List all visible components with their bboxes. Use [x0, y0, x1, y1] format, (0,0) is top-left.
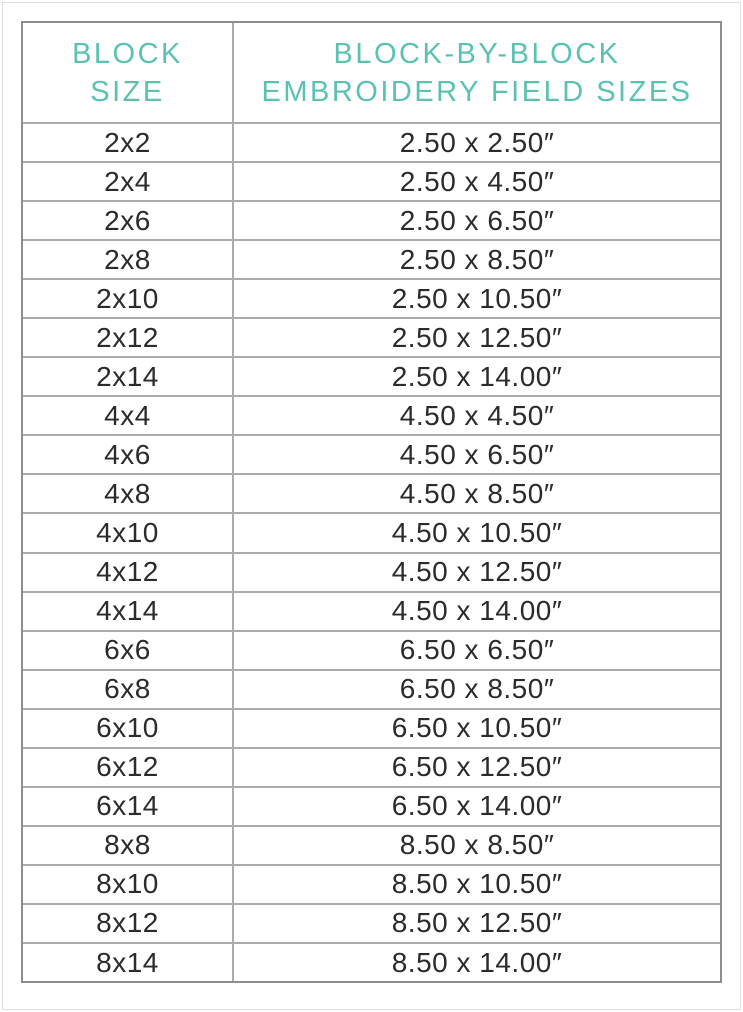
- block-size-cell: 8x10: [23, 865, 234, 903]
- table-row: 4x4 4.50 x 4.50″: [23, 395, 720, 435]
- header-field-sizes-line1: BLOCK-BY-BLOCK: [333, 37, 621, 70]
- field-size-cell: 4.50 x 4.50″: [399, 399, 555, 431]
- table-row: 2x12 2.50 x 12.50″: [23, 317, 720, 357]
- field-size-cell: 2.50 x 10.50″: [391, 282, 563, 314]
- column-header-block-size: BLOCK SIZE: [23, 23, 234, 122]
- table-row: 8x8 8.50 x 8.50″: [23, 824, 720, 864]
- block-size-cell: 2x2: [23, 124, 234, 162]
- block-size-cell: 4x4: [23, 397, 234, 435]
- table-row: 2x6 2.50 x 6.50″: [23, 200, 720, 240]
- field-size-cell: 4.50 x 14.00″: [391, 595, 563, 627]
- table-row: 6x14 6.50 x 14.00″: [23, 785, 720, 825]
- field-size-cell: 4.50 x 6.50″: [399, 438, 555, 470]
- header-block-size-line2: SIZE: [90, 75, 165, 108]
- field-size-cell: 8.50 x 12.50″: [391, 907, 563, 939]
- block-size-cell: 2x4: [23, 163, 234, 201]
- table-row: 2x4 2.50 x 4.50″: [23, 161, 720, 201]
- block-size-cell: 6x14: [23, 787, 234, 825]
- table-row: 8x14 8.50 x 14.00″: [23, 941, 720, 982]
- field-size-cell: 4.50 x 12.50″: [391, 556, 563, 588]
- field-size-cell: 2.50 x 2.50″: [399, 126, 555, 158]
- table-row: 2x2 2.50 x 2.50″: [23, 122, 720, 162]
- block-size-cell: 6x6: [23, 631, 234, 669]
- block-size-cell: 2x14: [23, 358, 234, 396]
- table-row: 4x10 4.50 x 10.50″: [23, 512, 720, 552]
- block-size-cell: 6x8: [23, 670, 234, 708]
- block-size-cell: 2x10: [23, 280, 234, 318]
- table-row: 6x10 6.50 x 10.50″: [23, 707, 720, 747]
- field-size-cell: 8.50 x 14.00″: [391, 946, 563, 978]
- field-size-cell: 6.50 x 8.50″: [399, 673, 555, 705]
- block-size-cell: 4x6: [23, 436, 234, 474]
- field-size-cell: 2.50 x 12.50″: [391, 321, 563, 353]
- table-header-row: BLOCK SIZE BLOCK-BY-BLOCK EMBROIDERY FIE…: [23, 23, 720, 122]
- field-size-cell: 6.50 x 14.00″: [391, 790, 563, 822]
- field-size-cell: 4.50 x 10.50″: [391, 516, 563, 548]
- field-size-cell: 2.50 x 4.50″: [399, 165, 555, 197]
- block-size-cell: 2x8: [23, 241, 234, 279]
- table-row: 6x12 6.50 x 12.50″: [23, 746, 720, 786]
- header-block-size-line1: BLOCK: [72, 37, 183, 70]
- field-size-cell: 8.50 x 10.50″: [391, 868, 563, 900]
- block-size-cell: 6x10: [23, 709, 234, 747]
- block-size-cell: 4x8: [23, 475, 234, 513]
- block-size-cell: 8x8: [23, 826, 234, 864]
- table-row: 6x8 6.50 x 8.50″: [23, 668, 720, 708]
- field-size-cell: 2.50 x 6.50″: [399, 204, 555, 236]
- block-size-cell: 4x14: [23, 592, 234, 630]
- field-size-cell: 6.50 x 12.50″: [391, 751, 563, 783]
- block-size-cell: 2x6: [23, 202, 234, 240]
- table-row: 6x6 6.50 x 6.50″: [23, 629, 720, 669]
- header-field-sizes-line2: EMBROIDERY FIELD SIZES: [261, 75, 693, 108]
- table-row: 2x8 2.50 x 8.50″: [23, 239, 720, 279]
- table-row: 4x6 4.50 x 6.50″: [23, 434, 720, 474]
- column-header-field-sizes: BLOCK-BY-BLOCK EMBROIDERY FIELD SIZES: [234, 23, 720, 122]
- table-row: 8x12 8.50 x 12.50″: [23, 902, 720, 942]
- field-size-cell: 4.50 x 8.50″: [399, 477, 555, 509]
- block-size-cell: 8x12: [23, 904, 234, 942]
- block-size-cell: 2x12: [23, 319, 234, 357]
- table-row: 4x12 4.50 x 12.50″: [23, 551, 720, 591]
- field-size-cell: 2.50 x 14.00″: [391, 360, 563, 392]
- embroidery-field-size-table: BLOCK SIZE BLOCK-BY-BLOCK EMBROIDERY FIE…: [21, 21, 722, 983]
- block-size-cell: 8x14: [23, 943, 234, 982]
- field-size-cell: 8.50 x 8.50″: [399, 829, 555, 861]
- block-size-cell: 6x12: [23, 748, 234, 786]
- field-size-cell: 2.50 x 8.50″: [399, 243, 555, 275]
- table-row: 8x10 8.50 x 10.50″: [23, 863, 720, 903]
- field-size-cell: 6.50 x 6.50″: [399, 634, 555, 666]
- table-row: 4x8 4.50 x 8.50″: [23, 473, 720, 513]
- table-body: 2x2 2.50 x 2.50″ 2x4 2.50 x 4.50″ 2x6 2.…: [23, 122, 720, 982]
- table-row: 2x10 2.50 x 10.50″: [23, 278, 720, 318]
- block-size-cell: 4x12: [23, 553, 234, 591]
- table-row: 2x14 2.50 x 14.00″: [23, 356, 720, 396]
- field-size-cell: 6.50 x 10.50″: [391, 712, 563, 744]
- block-size-cell: 4x10: [23, 514, 234, 552]
- table-row: 4x14 4.50 x 14.00″: [23, 590, 720, 630]
